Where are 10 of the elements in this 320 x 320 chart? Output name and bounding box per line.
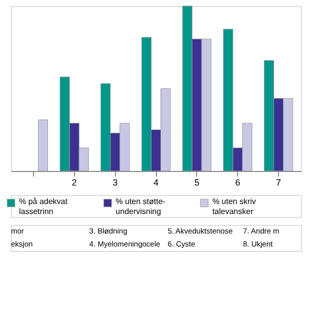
x-tick-label: 5: [194, 178, 200, 188]
bar: [38, 120, 48, 172]
legend-label: % på adekvat lassetrinn: [19, 197, 68, 216]
x-tick-label: 4: [153, 178, 159, 188]
x-tick-label: 7: [276, 178, 282, 188]
legend-label: % uten støtte-undervisning: [116, 197, 166, 216]
x-tick-label: 6: [235, 178, 240, 188]
x-tick-label: 3: [112, 178, 118, 188]
legend-label: % uten skriv talevansker: [212, 197, 256, 216]
x-tick-label: 2: [72, 178, 77, 188]
